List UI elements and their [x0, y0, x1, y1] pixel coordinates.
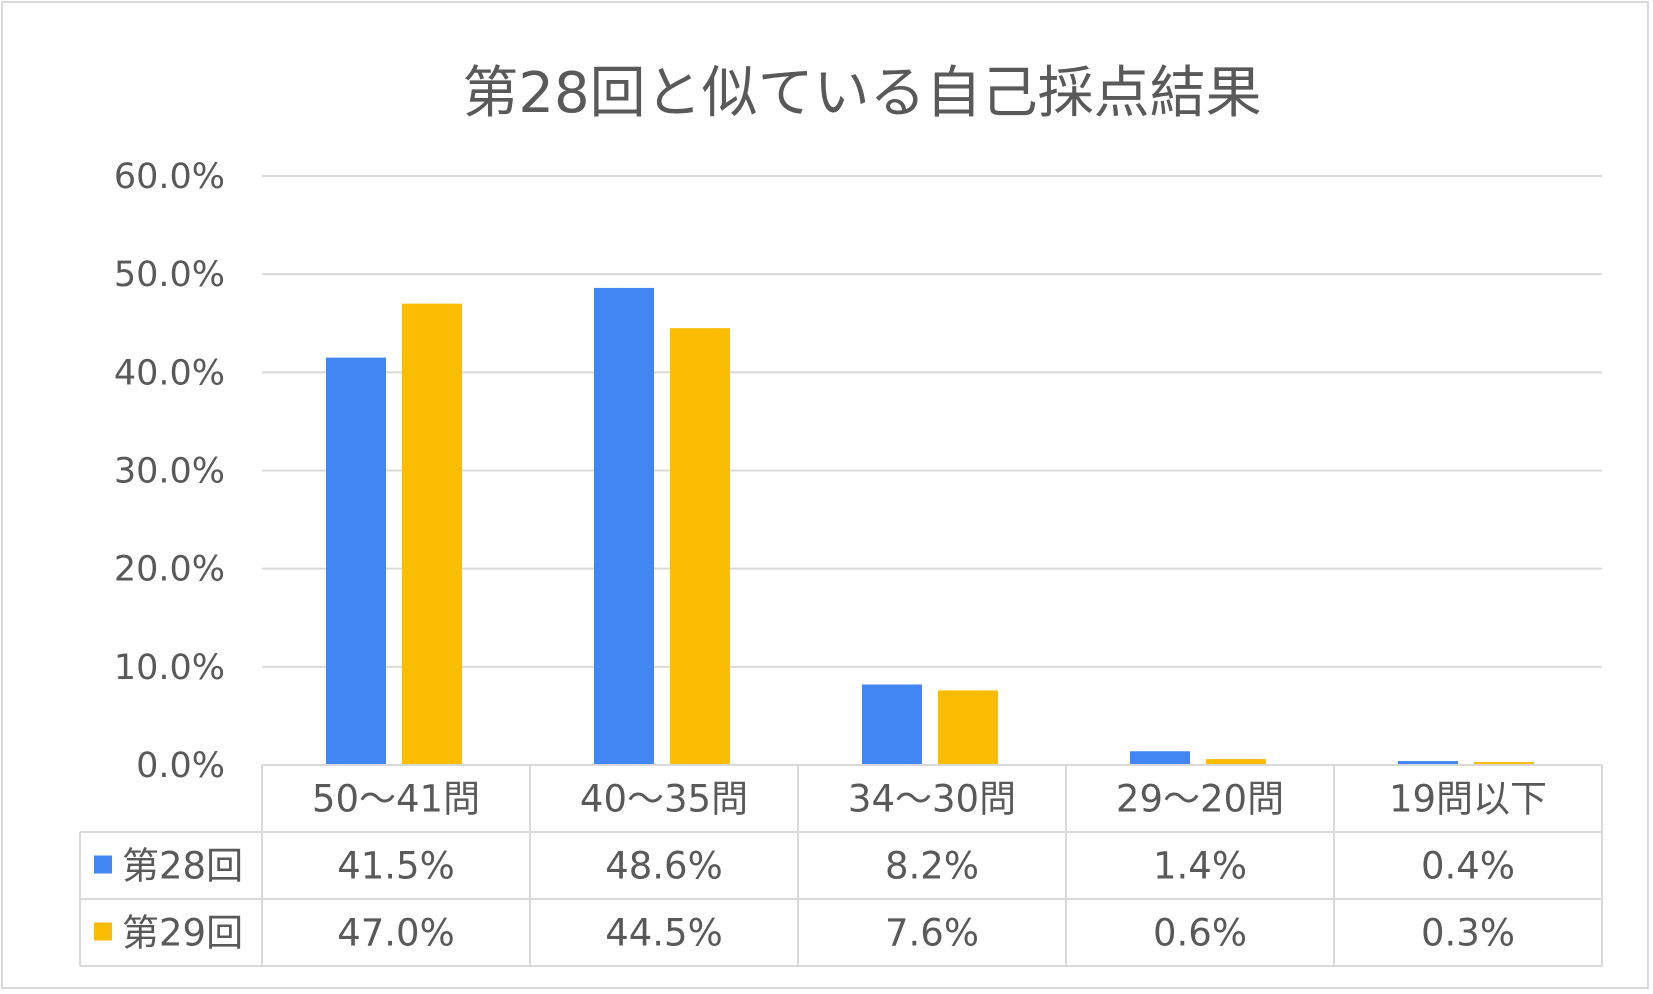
data-label: 0.3%: [1421, 912, 1515, 955]
bar-1-1: [326, 357, 386, 765]
series-name: 第28回: [122, 845, 243, 888]
bar-1-3: [862, 684, 922, 765]
bar-1-5: [1398, 761, 1458, 765]
data-label: 0.4%: [1421, 845, 1515, 888]
bar-2-2: [670, 328, 730, 765]
bar-1-2: [594, 287, 654, 765]
gridlines: [262, 175, 1602, 668]
legend-key-2: [94, 922, 112, 941]
bars: [326, 287, 1534, 765]
category-label: 40～35問: [580, 778, 748, 821]
data-label: 8.2%: [885, 845, 979, 888]
data-label: 7.6%: [885, 912, 979, 955]
legend-key-1: [94, 855, 112, 874]
category-label: 50～41問: [312, 778, 480, 821]
y-tick-label: 60.0%: [114, 157, 225, 197]
category-label: 19問以下: [1389, 778, 1547, 821]
category-label: 29～20問: [1116, 778, 1284, 821]
bar-2-4: [1206, 759, 1266, 765]
data-label: 41.5%: [337, 845, 455, 888]
data-label: 0.6%: [1153, 912, 1247, 955]
bar-1-4: [1130, 751, 1190, 765]
series-name: 第29回: [122, 912, 243, 955]
y-tick-label: 20.0%: [114, 550, 225, 590]
data-label: 44.5%: [605, 912, 723, 955]
category-label: 34～30問: [848, 778, 1016, 821]
bar-2-3: [938, 690, 998, 765]
y-axis-ticks: 0.0% 10.0% 20.0% 30.0% 40.0% 50.0% 60.0%: [114, 157, 225, 786]
y-tick-label: 30.0%: [114, 452, 225, 492]
bar-2-5: [1474, 762, 1534, 765]
data-label: 48.6%: [605, 845, 723, 888]
y-tick-label: 0.0%: [136, 746, 225, 786]
bar-2-1: [402, 303, 462, 765]
y-tick-label: 40.0%: [114, 353, 225, 393]
y-tick-label: 50.0%: [114, 255, 225, 295]
chart-title: 第28回と似ている自己採点結果: [462, 61, 1261, 126]
data-label: 1.4%: [1153, 845, 1247, 888]
y-tick-label: 10.0%: [114, 648, 225, 688]
data-label: 47.0%: [337, 912, 455, 955]
